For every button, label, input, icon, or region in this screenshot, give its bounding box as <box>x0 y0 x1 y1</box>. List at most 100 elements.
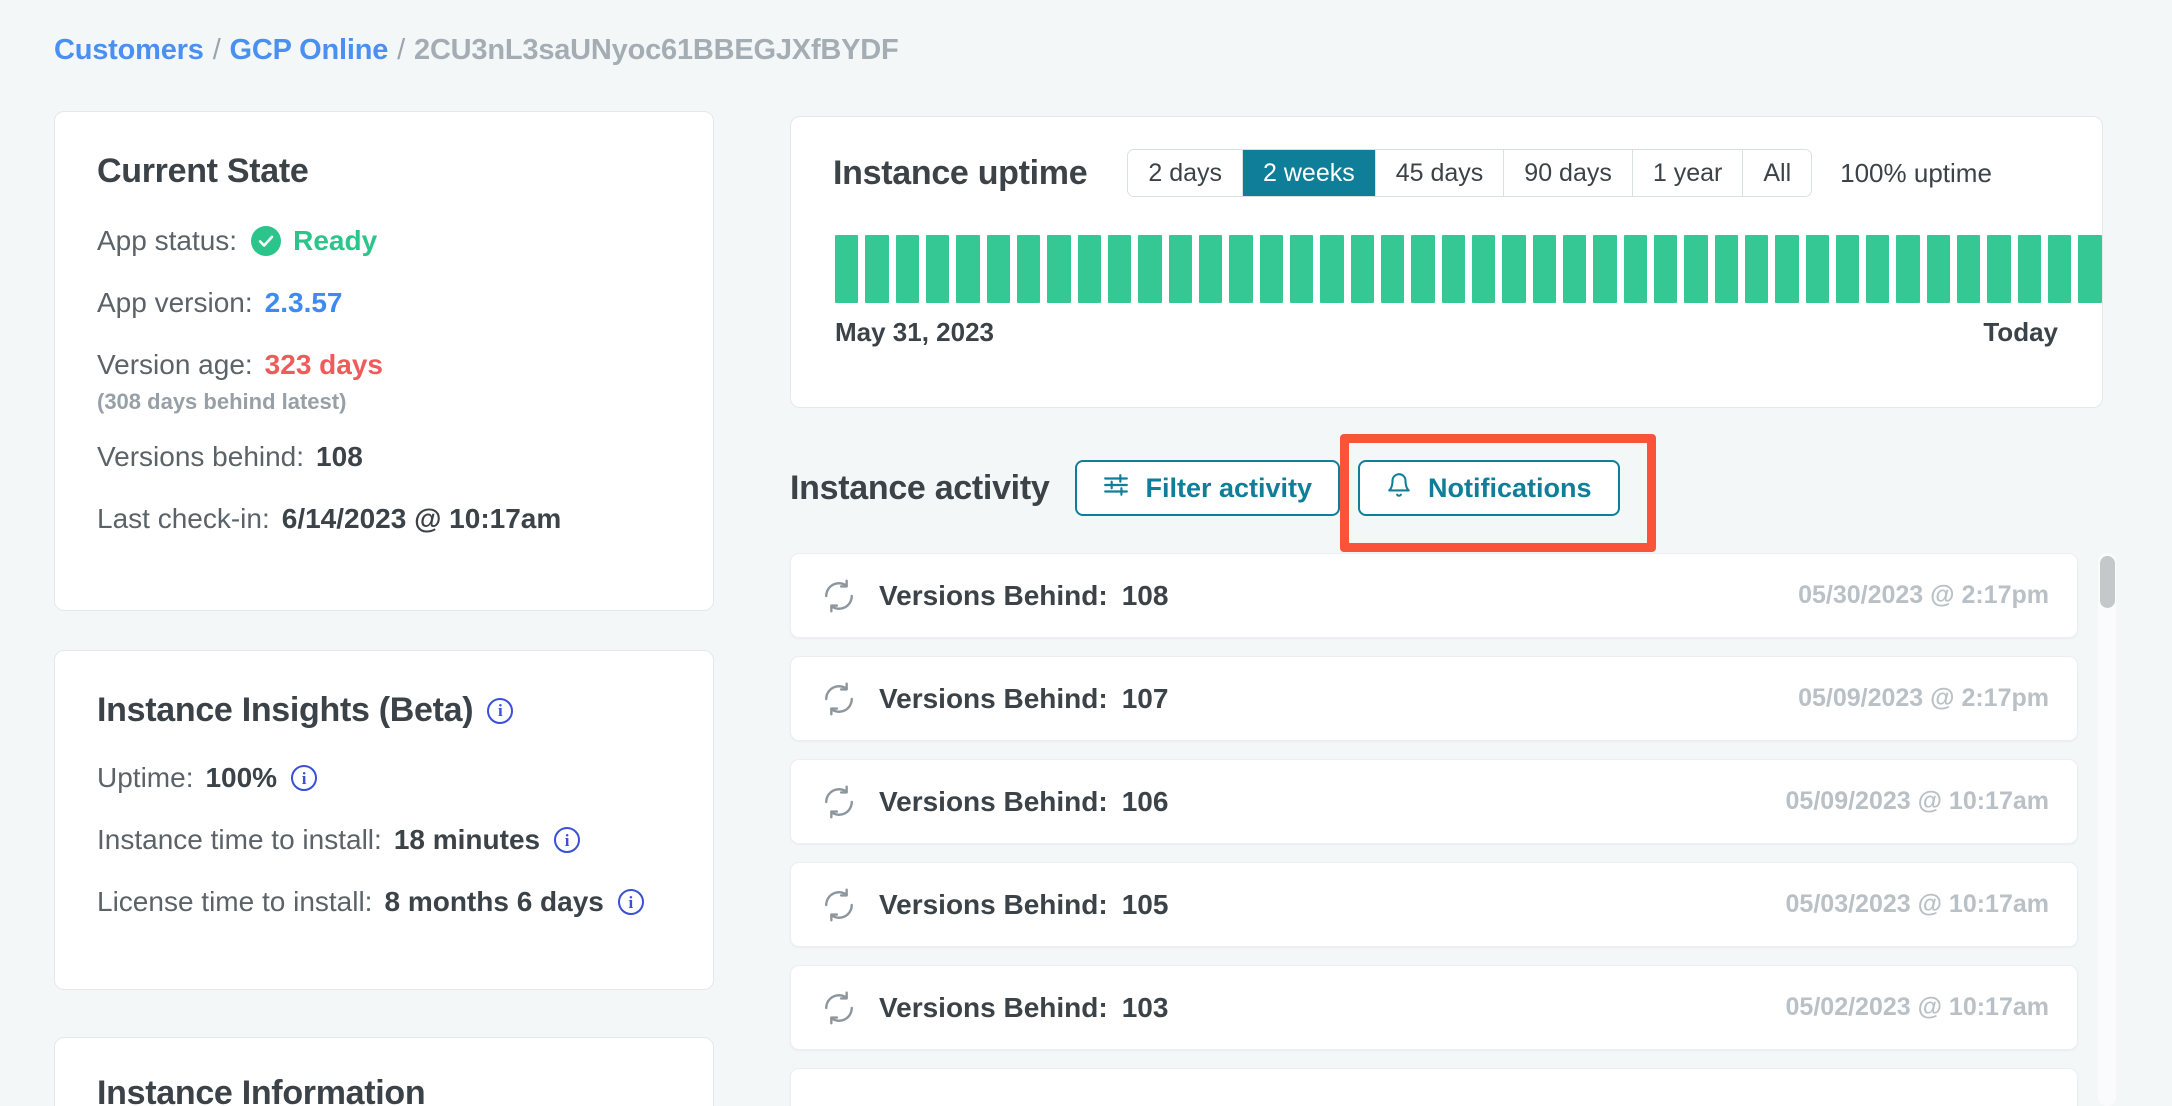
activity-row-label-text: Versions Behind: <box>879 991 1108 1023</box>
uptime-axis-end: Today <box>1983 317 2058 347</box>
instance-uptime-header: Instance uptime 2 days 2 weeks 45 days 90 d… <box>791 117 2102 197</box>
activity-row-date: 05/03/2023 @ 10:17am <box>1785 890 2049 918</box>
instance-activity-title: Instance activity <box>790 468 1050 507</box>
uptime-bar <box>2048 235 2072 303</box>
uptime-bar <box>895 235 919 303</box>
uptime-bar <box>1805 235 1829 303</box>
activity-row-value: 106 <box>1121 785 1169 817</box>
uptime-range-segmented-control[interactable]: 2 days 2 weeks 45 days 90 days 1 year All <box>1127 149 1813 197</box>
breadcrumb: Customers / GCP Online / 2CU3nL3saUNyoc6… <box>54 34 899 67</box>
version-age-value: 323 days <box>264 349 383 380</box>
breadcrumb-separator: / <box>212 34 221 66</box>
license-time-to-install-label: License time to install: <box>97 886 373 917</box>
uptime-bar <box>925 235 950 303</box>
sliders-icon <box>1103 472 1129 505</box>
sync-icon <box>821 887 857 923</box>
activity-row[interactable]: Versions Behind: 107 05/09/2023 @ 2:17pm <box>790 656 2078 741</box>
activity-scrollbar-track[interactable] <box>2098 553 2116 1106</box>
sync-icon <box>821 681 857 717</box>
activity-row-label: Versions Behind: 106 <box>879 786 1168 818</box>
info-icon[interactable]: i <box>291 765 318 791</box>
instance-activity-header: Instance activity Filter activity <box>790 460 1620 516</box>
uptime-range-option-2-weeks[interactable]: 2 weeks <box>1243 150 1376 196</box>
uptime-bar <box>1926 235 1951 303</box>
uptime-bar <box>1441 235 1465 303</box>
app-version-value[interactable]: 2.3.57 <box>264 287 343 318</box>
uptime-range-option-90-days[interactable]: 90 days <box>1504 150 1633 196</box>
activity-row[interactable] <box>790 1068 2078 1106</box>
uptime-bar <box>1714 235 1738 303</box>
uptime-bar <box>1380 235 1405 303</box>
activity-row-label: Versions Behind: 108 <box>879 580 1168 612</box>
uptime-bar <box>1016 235 1041 303</box>
uptime-bar <box>1077 235 1101 303</box>
uptime-bar <box>1350 235 1374 303</box>
activity-scrollbar-thumb[interactable] <box>2100 556 2115 608</box>
uptime-bar <box>1138 235 1162 303</box>
breadcrumb-separator: / <box>397 34 406 66</box>
uptime-bar-chart <box>835 235 2102 303</box>
uptime-bar <box>1562 235 1587 303</box>
activity-row-value: 108 <box>1121 579 1169 611</box>
activity-row[interactable]: Versions Behind: 105 05/03/2023 @ 10:17am <box>790 862 2078 947</box>
activity-row-label-text: Versions Behind: <box>879 579 1108 611</box>
instance-time-to-install-label: Instance time to install: <box>97 824 382 855</box>
activity-row-label: Versions Behind: 103 <box>879 992 1168 1024</box>
instance-information-title: Instance Information <box>97 1074 426 1106</box>
activity-row[interactable]: Versions Behind: 103 05/02/2023 @ 10:17am <box>790 965 2078 1050</box>
activity-row[interactable]: Versions Behind: 106 05/09/2023 @ 10:17am <box>790 759 2078 844</box>
instance-insights-card: Instance Insights (Beta) i Uptime: 100% … <box>54 650 714 990</box>
current-state-card: Current State App status: Ready App vers… <box>54 111 714 611</box>
uptime-bar <box>1229 235 1253 303</box>
notifications-button[interactable]: Notifications <box>1358 460 1620 516</box>
uptime-bar <box>1289 235 1314 303</box>
uptime-bar <box>1532 235 1556 303</box>
breadcrumb-link-customers[interactable]: Customers <box>54 34 204 66</box>
breadcrumb-link-gcp-online[interactable]: GCP Online <box>229 34 389 66</box>
uptime-bar <box>1653 235 1678 303</box>
uptime-range-option-45-days[interactable]: 45 days <box>1375 150 1505 196</box>
uptime-bar <box>986 235 1010 303</box>
uptime-bar <box>1198 235 1223 303</box>
instance-insights-title: Instance Insights (Beta) <box>97 691 474 729</box>
versions-behind-label: Versions behind: <box>97 441 305 472</box>
uptime-axis: May 31, 2023 Today <box>835 317 2058 348</box>
sync-icon <box>821 784 857 820</box>
notifications-label: Notifications <box>1428 472 1592 503</box>
uptime-bar <box>1593 235 1617 303</box>
activity-row-label-text: Versions Behind: <box>879 682 1108 714</box>
uptime-range-option-all[interactable]: All <box>1743 150 1812 196</box>
last-checkin-label: Last check-in: <box>97 503 270 534</box>
app-version-label: App version: <box>97 287 253 318</box>
uptime-bar <box>1623 235 1647 303</box>
uptime-bar <box>1684 235 1708 303</box>
current-state-title: Current State <box>97 152 309 190</box>
uptime-bar <box>865 235 889 303</box>
uptime-bar <box>1896 235 1920 303</box>
uptime-bar <box>1168 235 1192 303</box>
uptime-bar <box>1259 235 1283 303</box>
activity-row[interactable]: Versions Behind: 108 05/30/2023 @ 2:17pm <box>790 553 2078 638</box>
last-checkin-row: Last check-in: 6/14/2023 @ 10:17am <box>97 503 671 535</box>
info-icon[interactable]: i <box>617 889 644 915</box>
uptime-label: Uptime: <box>97 762 194 793</box>
uptime-bar <box>1957 235 1981 303</box>
uptime-row: Uptime: 100% i <box>97 762 671 794</box>
uptime-bar <box>1047 235 1071 303</box>
uptime-bar <box>1775 235 1799 303</box>
license-time-to-install-value: 8 months 6 days <box>384 886 604 917</box>
activity-row-date: 05/09/2023 @ 10:17am <box>1785 787 2049 815</box>
activity-row-value: 103 <box>1121 991 1169 1023</box>
activity-row-label: Versions Behind: 105 <box>879 889 1168 921</box>
uptime-range-option-2-days[interactable]: 2 days <box>1128 150 1244 196</box>
activity-row-label-text: Versions Behind: <box>879 888 1108 920</box>
version-age-row: Version age: 323 days <box>97 349 671 381</box>
info-icon[interactable]: i <box>554 827 581 853</box>
info-icon[interactable]: i <box>487 697 514 724</box>
filter-activity-button[interactable]: Filter activity <box>1075 460 1341 516</box>
uptime-range-option-1-year[interactable]: 1 year <box>1632 150 1744 196</box>
app-version-row: App version: 2.3.57 <box>97 287 671 319</box>
instance-uptime-title: Instance uptime <box>833 153 1088 192</box>
uptime-bar <box>835 235 859 303</box>
uptime-summary: 100% uptime <box>1840 157 1992 188</box>
